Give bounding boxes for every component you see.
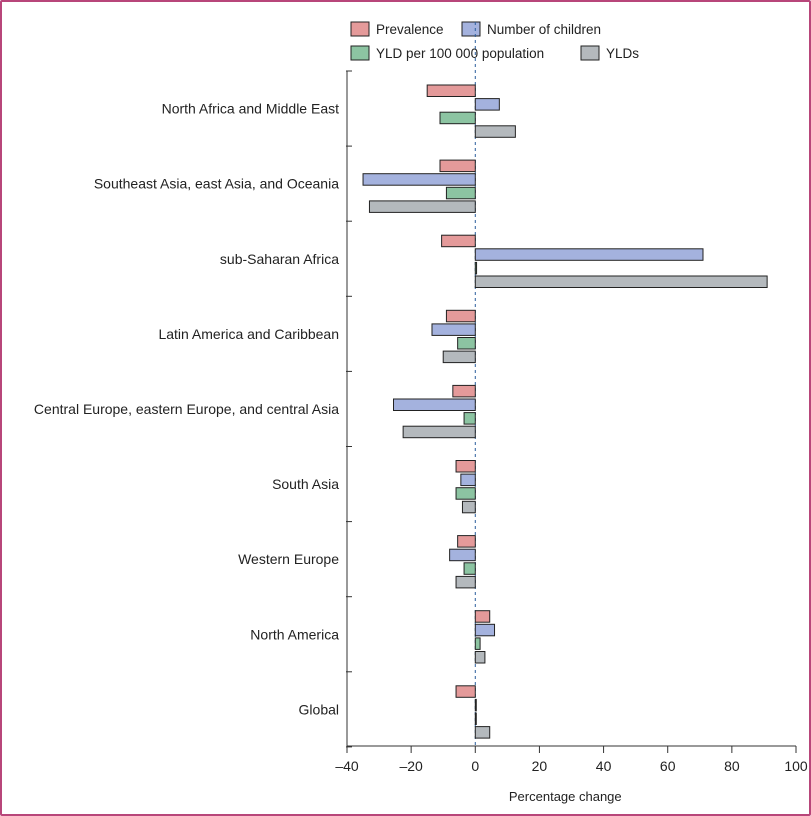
bar-prevalence xyxy=(474,610,491,623)
legend-swatch xyxy=(350,45,370,61)
x-tick-label: 80 xyxy=(724,758,740,774)
bar-yld-per-100-000-population xyxy=(463,412,476,425)
category-label: sub-Saharan Africa xyxy=(220,251,339,267)
bar-number-of-children xyxy=(449,548,476,562)
bar-number-of-children xyxy=(460,473,476,487)
category-label: Central Europe, eastern Europe, and cent… xyxy=(34,401,339,417)
category-label: North Africa and Middle East xyxy=(162,101,340,117)
bars xyxy=(362,84,768,739)
bar-ylds xyxy=(442,350,476,364)
bar-number-of-children xyxy=(474,623,496,637)
bar-prevalence xyxy=(457,535,476,548)
x-tick-label: 20 xyxy=(532,758,548,774)
bar-ylds xyxy=(474,125,516,138)
legend-label: YLDs xyxy=(606,46,639,61)
bar-yld-per-100-000-population xyxy=(474,712,477,725)
legend: Prevalence Number of children YLD per 100 … xyxy=(350,21,639,61)
x-tick-label: 40 xyxy=(596,758,612,774)
category-label: North America xyxy=(250,626,339,642)
category-label: Southeast Asia, east Asia, and Oceania xyxy=(94,176,339,192)
bar-yld-per-100-000-population xyxy=(439,111,476,125)
bar-ylds xyxy=(402,425,476,439)
bar-ylds xyxy=(461,500,476,514)
category-label: Latin America and Caribbean xyxy=(158,326,339,342)
bar-number-of-children xyxy=(474,698,477,712)
bar-ylds xyxy=(368,200,476,213)
bar-number-of-children xyxy=(431,323,476,336)
legend-label: Number of children xyxy=(487,22,601,37)
legend-swatch xyxy=(461,21,481,37)
legend-swatch xyxy=(580,45,600,61)
bar-prevalence xyxy=(441,234,476,248)
category-label: Global xyxy=(299,701,339,717)
category-label: South Asia xyxy=(272,476,339,492)
x-axis-title: Percentage change xyxy=(509,789,622,804)
bar-yld-per-100-000-population xyxy=(463,562,476,575)
x-tick-label: –40 xyxy=(335,758,359,774)
bar-prevalence xyxy=(445,309,476,323)
bar-ylds xyxy=(474,726,491,739)
x-tick-label: 60 xyxy=(660,758,676,774)
bar-number-of-children xyxy=(362,173,476,186)
y-axis xyxy=(346,70,352,748)
bar-prevalence xyxy=(455,685,476,698)
bar-prevalence xyxy=(426,84,476,97)
bar-yld-per-100-000-population xyxy=(445,186,476,200)
x-axis: –40 –20 0 20 40 60 80 100 xyxy=(335,745,808,774)
bar-yld-per-100-000-population xyxy=(455,487,476,500)
x-tick-label: 0 xyxy=(471,758,479,774)
bar-ylds xyxy=(474,275,768,288)
bar-ylds xyxy=(474,651,486,664)
bar-number-of-children xyxy=(474,98,500,111)
bar-prevalence xyxy=(455,460,476,473)
legend-label: Prevalence xyxy=(376,22,444,37)
category-label: Western Europe xyxy=(238,551,339,567)
x-tick-label: –20 xyxy=(399,758,423,774)
bar-yld-per-100-000-population xyxy=(457,337,476,350)
bar-number-of-children xyxy=(474,248,704,261)
bar-prevalence xyxy=(452,384,476,398)
bar-ylds xyxy=(455,575,476,589)
legend-swatch xyxy=(350,21,370,37)
bar-prevalence xyxy=(439,159,476,173)
bar-yld-per-100-000-population xyxy=(474,261,478,275)
bar-yld-per-100-000-population xyxy=(474,637,481,650)
legend-label: YLD per 100 000 population xyxy=(376,46,544,61)
category-labels: North Africa and Middle East Southeast As… xyxy=(34,101,339,718)
x-tick-label: 100 xyxy=(784,758,808,774)
bar-number-of-children xyxy=(393,398,476,411)
